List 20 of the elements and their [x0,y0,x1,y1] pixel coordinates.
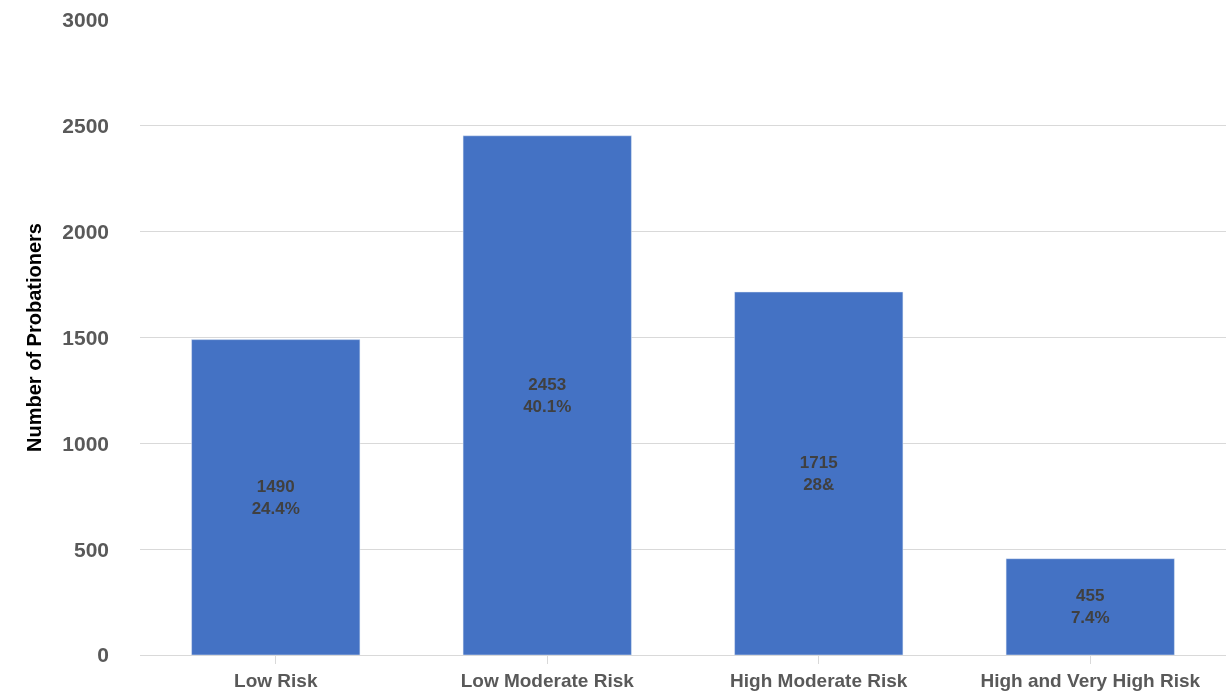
y-axis-title: Number of Probationers [22,223,45,452]
y-tick-label: 0 [97,643,109,667]
x-tick-label: High and Very High Risk [980,669,1201,691]
x-tick-label: Low Risk [234,669,318,691]
y-tick-label: 2000 [62,220,109,244]
y-tick-label: 500 [73,537,109,561]
bar [734,291,904,655]
bar [191,339,361,655]
y-tick-label: 2500 [62,114,109,138]
data-label: 1715 28& [799,452,838,495]
data-label: 1490 24.4% [251,476,300,518]
x-tick-label: Low Moderate Risk [460,669,635,691]
bar [462,135,632,655]
x-tick-label: High Moderate Risk [730,669,908,691]
y-tick-label: 3000 [62,8,109,32]
data-label: 2453 40.1% [523,374,572,416]
y-tick-label: 1500 [62,325,109,349]
bar [1005,558,1175,655]
data-label: 455 7.4% [1070,586,1110,628]
y-tick-label: 1000 [62,431,109,455]
